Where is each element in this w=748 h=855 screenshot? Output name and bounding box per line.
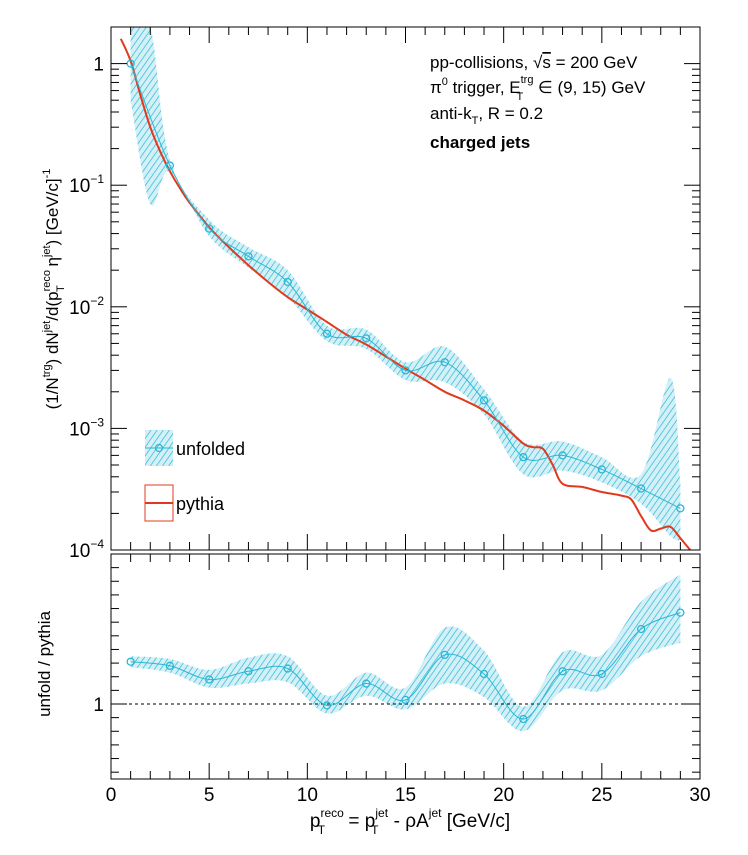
ratio-point [597,669,606,679]
spectrum-y-tick-label: 10−3 [69,415,104,440]
ratio-x-axis: 0 5 10 15 20 25 30 [106,554,711,806]
ratio-point [283,664,292,673]
spectrum-y-tick-label: 10−2 [69,294,104,319]
ratio-point [401,695,410,705]
legend-entry-unfolded: unfolded [145,430,245,466]
annotation-algorithm: anti-kT, R = 0.2 [430,104,543,127]
spectrum-y-tick-label: 10−1 [69,172,104,197]
unfolded-point [165,161,175,170]
unfolded-point [244,252,253,261]
ratio-point [440,650,449,660]
annotation-jet-type: charged jets [430,133,530,152]
unfolded-point [322,329,332,338]
annotation-collisions: pp-collisions, √s = 200 GeV [430,53,638,72]
unfolded-point [636,484,646,493]
annotation-trigger: π0 trigger, Etrg T ∈ (9, 15) GeV [430,74,646,103]
x-tick-label: 10 [297,785,318,806]
ratio-y-axis: 1 [93,567,700,773]
unfolded-marker-layer [126,59,685,513]
x-tick-label: 20 [493,785,514,806]
ratio-y-axis-label: unfold / pythia [35,611,54,717]
unfolded-point [440,358,449,367]
ratio-marker-layer [126,608,685,724]
ratio-point [126,657,135,666]
legend-entry-pythia: pythia [144,484,225,522]
unfolded-point [283,277,292,287]
x-tick-label: 30 [689,785,710,806]
spectrum-x-axis-ticks [110,27,701,550]
unfolded-point [205,224,214,233]
x-tick-label: 0 [106,785,117,806]
legend-marker-unfolded [154,443,164,453]
spectrum-y-tick-label: 10−4 [69,537,104,562]
unfolded-point [597,465,606,474]
unfolded-point [676,504,685,513]
legend-label-pythia: pythia [176,494,225,514]
unfolded-point [362,334,371,343]
ratio-panel: 1 0 5 10 15 20 25 30 unfold / pythia preco T = … [35,553,711,837]
unfolded-uncertainty-band [130,27,681,541]
ratio-point [165,661,175,670]
spectrum-y-axis-label: (1/Ntrg) dNjet/d(preco T ηjet) [GeV/c]-1 [41,169,67,410]
unfolded-point [401,366,410,375]
unfolded-point [479,396,489,405]
ratio-point [676,608,685,617]
ratio-point [479,669,489,679]
x-tick-label: 25 [591,785,612,806]
unfolded-point [558,451,567,460]
spectrum-y-tick-label: 1 [93,55,104,76]
annotation-block: pp-collisions, √s = 200 GeV π0 trigger, … [430,53,646,152]
unfolded-uncertainty-band-layer [130,27,681,541]
unfolded-point [519,453,528,462]
x-tick-label: 15 [395,785,416,806]
ratio-point [205,675,214,684]
ratio-line [130,612,681,720]
spectrum-y-axis: 1 10−1 10−2 10−3 10−4 [69,26,700,562]
pythia-line [119,38,691,550]
ratio-point [362,679,371,688]
ratio-uncertainty-band [130,574,681,732]
pythia-line-layer [119,38,691,550]
ratio-uncertainty-band-layer [130,574,681,732]
ratio-point [636,624,646,634]
unfolded-point [126,59,135,68]
legend-label-unfolded: unfolded [176,439,245,459]
ratio-point [519,714,528,724]
x-axis-label: preco T = pjet T - ρAjet [GeV/c] [310,806,510,837]
ratio-y-tick-label: 1 [93,695,104,716]
x-tick-label: 5 [204,785,215,806]
legend: unfolded pythia [144,430,245,522]
ratio-point [322,701,332,710]
unfolded-line [130,63,681,509]
ratio-point [244,667,253,676]
ratio-point [558,667,567,676]
spectrum-panel: 1 10−1 10−2 10−3 10−4 pp-collisions, √s = 20… [41,26,701,562]
